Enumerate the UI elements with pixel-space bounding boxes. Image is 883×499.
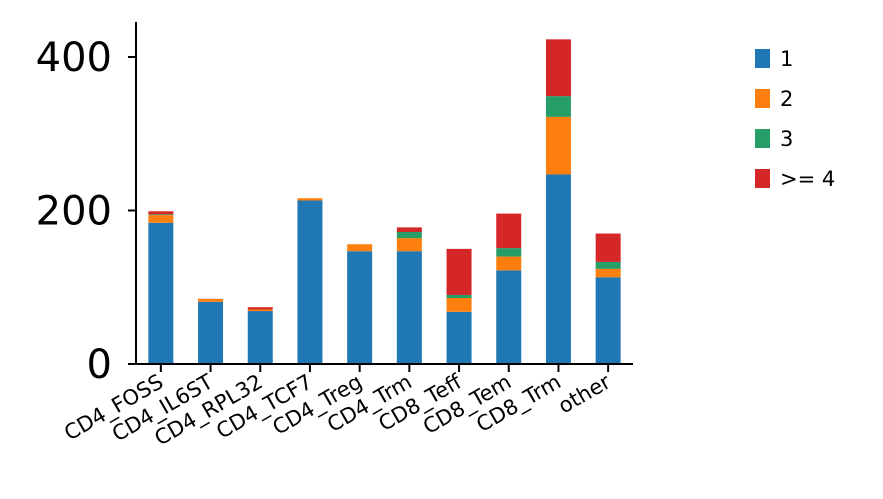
- bar-segment-cd4-foss-series-3: [148, 214, 174, 216]
- bar-segment-other-series-4: [595, 233, 621, 262]
- bar-segment-cd8-trm-series-2: [545, 116, 571, 175]
- legend: 1 2 3 >= 4: [755, 47, 835, 191]
- legend-swatch: [755, 89, 770, 108]
- y-tick-label: 400: [36, 35, 112, 81]
- legend-swatch: [755, 169, 770, 188]
- bar-segment-cd8-teff-series-1: [446, 311, 472, 364]
- bar-segment-cd4-rpl32-series-4: [247, 307, 273, 310]
- legend-label: 1: [780, 47, 793, 71]
- bar-segment-cd8-trm-series-1: [545, 174, 571, 364]
- bar-segment-cd4-foss-series-2: [148, 215, 174, 223]
- x-axis-ticks: CD4_FOSSCD4_IL6STCD4_RPL32CD4_TCF7CD4_Tr…: [60, 364, 615, 451]
- bar-segment-cd4-rpl32-series-2: [247, 309, 273, 312]
- legend-swatch: [755, 129, 770, 148]
- bar-segment-cd4-tcf7-series-2: [297, 198, 323, 201]
- y-axis-ticks: 0 200 400: [36, 35, 136, 388]
- legend-label: 3: [780, 127, 793, 151]
- bar-segment-cd8-teff-series-2: [446, 298, 472, 312]
- legend-label: >= 4: [780, 167, 835, 191]
- bar-segment-cd8-tem-series-2: [496, 256, 522, 271]
- bar-segment-cd4-trm-series-4: [396, 227, 422, 232]
- bar-segment-cd4-foss-series-1: [148, 222, 174, 364]
- y-tick-label: 0: [87, 342, 112, 388]
- bar-segment-cd4-il6st-series-1: [198, 301, 224, 364]
- legend-swatch: [755, 49, 770, 68]
- bar-segment-cd4-rpl32-series-1: [247, 311, 273, 364]
- bar-segment-cd4-tcf7-series-1: [297, 200, 323, 364]
- y-tick-label: 200: [36, 189, 112, 235]
- bar-segment-cd4-il6st-series-2: [198, 298, 224, 302]
- bar-segment-other-series-1: [595, 277, 621, 364]
- bar-segment-cd8-tem-series-3: [496, 248, 522, 257]
- bar-segment-cd4-trm-series-1: [396, 251, 422, 364]
- bars-layer: [148, 39, 621, 364]
- bar-segment-cd8-tem-series-1: [496, 270, 522, 364]
- legend-label: 2: [780, 87, 793, 111]
- bar-segment-cd4-treg-series-2: [347, 244, 373, 252]
- bar-segment-cd8-trm-series-4: [545, 39, 571, 97]
- bar-segment-other-series-2: [595, 268, 621, 278]
- x-tick-label: other: [554, 369, 615, 418]
- bar-segment-cd8-tem-series-4: [496, 213, 522, 249]
- bar-segment-cd4-treg-series-1: [347, 251, 373, 364]
- bar-segment-cd4-trm-series-2: [396, 238, 422, 252]
- bar-segment-cd8-teff-series-4: [446, 248, 472, 295]
- bar-segment-cd8-trm-series-3: [545, 96, 571, 117]
- bar-segment-other-series-3: [595, 261, 621, 269]
- bar-segment-cd4-foss-series-4: [148, 211, 174, 215]
- bar-segment-cd8-teff-series-3: [446, 294, 472, 298]
- bar-segment-cd4-trm-series-3: [396, 231, 422, 239]
